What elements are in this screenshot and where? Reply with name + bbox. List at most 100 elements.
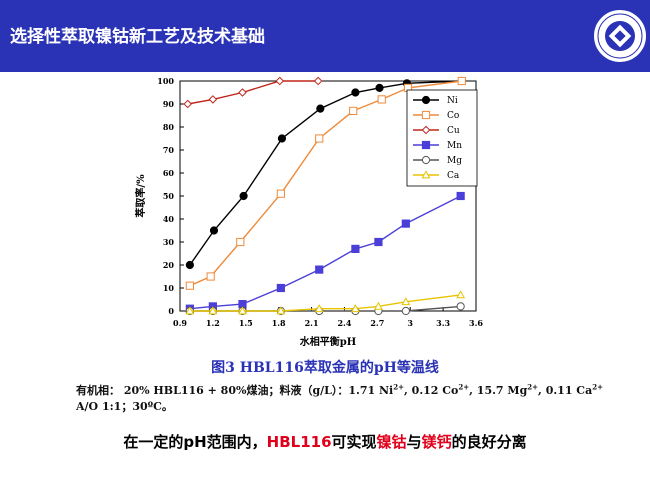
data-point-cu: [275, 76, 285, 86]
data-point-mn: [315, 265, 324, 274]
conclusion-part-5: 与: [406, 433, 422, 451]
data-point-ni: [351, 88, 360, 97]
legend-marker-ca: [421, 170, 431, 179]
legend-label-ni: Ni: [447, 96, 458, 106]
data-point-co: [315, 134, 324, 143]
data-point-ca: [276, 306, 286, 315]
conditions-line-2: A/O 1:1；30ºC。: [76, 400, 173, 413]
conditions-ca: , 0.11 Ca: [538, 384, 593, 397]
data-point-mg: [401, 306, 410, 316]
conclusion-part-7: 的良好分离: [451, 433, 527, 451]
data-point-co: [276, 189, 285, 198]
axes: 0.9 1.2 1.5 1.8 2.1 2.4 2.7 3 3.3 3.6 0 10 20 30 40 50 6…: [134, 76, 483, 348]
conclusion: 在一定的pH范围内，HBL116可实现镍钴与镁钙的良好分离: [0, 431, 650, 452]
legend-label-cu: Cu: [447, 126, 460, 136]
legend-marker-cu: [421, 125, 431, 135]
y-tick-label: 20: [163, 260, 175, 270]
y-tick-label: 0: [168, 306, 174, 316]
conclusion-ni-co: 镍钴: [376, 433, 407, 451]
legend-label-co: Co: [447, 111, 459, 121]
conditions-organic: 有机相： 20% HBL116 + 80%煤油；料液（g/L）：1.71 Ni: [76, 384, 394, 397]
legend-marker-ni: [421, 95, 431, 105]
ca-charge: 2+: [592, 382, 603, 392]
data-point-co: [236, 237, 245, 247]
x-tick-label: 1.8: [272, 318, 286, 328]
conditions-line-1: 有机相： 20% HBL116 + 80%煤油；料液（g/L）：1.71 Ni2…: [76, 382, 603, 398]
data-point-mn: [401, 219, 410, 228]
legend-label-ca: Ca: [447, 171, 460, 181]
x-tick-label: 1.2: [206, 318, 220, 328]
conclusion-part-3: 可实现: [331, 433, 377, 451]
header-title: 选择性萃取镍钴新工艺及技术基础: [10, 27, 265, 47]
conclusion-mg-ca: 镁钙: [421, 433, 452, 451]
data-point-ca: [350, 304, 360, 313]
x-tick-label: 1.5: [239, 318, 253, 328]
data-point-ni: [239, 191, 248, 201]
conditions-co: , 0.12 Co: [404, 384, 459, 397]
data-point-ni: [209, 226, 219, 235]
data-point-co: [349, 106, 358, 115]
legend-box: [406, 89, 478, 187]
y-tick-label: 10: [163, 283, 175, 293]
caption-text: 萃取金属的pH等温线: [303, 360, 439, 376]
x-axis-label: 水相平衡pH: [299, 335, 356, 348]
data-point-co: [457, 76, 466, 86]
data-point-ca: [238, 306, 247, 315]
data-point-ca: [401, 297, 411, 306]
caption-code: HBL116: [239, 360, 304, 376]
data-point-cu: [183, 99, 192, 109]
y-tick-label: 90: [163, 99, 175, 109]
series-line-cu: [187, 80, 319, 105]
data-point-ca: [373, 301, 383, 310]
data-point-ca: [314, 304, 324, 313]
data-point-ni: [316, 104, 325, 113]
x-tick-label: 0.9: [173, 318, 187, 328]
mg-charge: 2+: [527, 382, 539, 392]
y-tick-label: 70: [163, 145, 175, 155]
series-lines: [183, 76, 466, 316]
legend-label-mg: Mg: [447, 156, 462, 166]
y-tick-label: 30: [163, 237, 175, 247]
data-point-mg: [456, 302, 465, 311]
x-tick-label: 3: [407, 318, 413, 328]
data-point-co: [185, 281, 194, 290]
x-tick-label: 2.1: [305, 318, 319, 328]
x-tick-label: 2.4: [337, 318, 351, 328]
x-tick-label: 2.7: [370, 318, 384, 328]
caption-prefix: 图3: [211, 360, 240, 376]
y-tick-label: 80: [163, 122, 175, 132]
university-seal-icon: [592, 8, 648, 64]
y-tick-label: 50: [163, 191, 175, 201]
data-point-ca: [456, 290, 466, 299]
legend-marker-mg: [421, 155, 431, 165]
series-line-ca: [189, 294, 461, 312]
y-axis-label: 萃取率/%: [134, 174, 147, 218]
y-tick-label: 60: [163, 168, 175, 178]
legend-marker-mn: [421, 140, 431, 150]
data-point-mn: [276, 283, 285, 293]
legend-label-mn: Mn: [447, 141, 462, 151]
data-point-co: [377, 95, 386, 104]
y-tick-label: 40: [163, 214, 175, 224]
co-charge: 2+: [458, 382, 470, 392]
legend-marker-co: [421, 110, 431, 120]
figure-caption: 图3 HBL116萃取金属的pH等温线: [0, 357, 650, 377]
conclusion-reagent: HBL116: [266, 433, 332, 451]
data-point-ni: [375, 83, 384, 92]
data-point-ca: [208, 306, 218, 315]
data-point-mn: [351, 244, 360, 254]
data-point-co: [206, 272, 215, 281]
data-point-cu: [208, 95, 218, 104]
x-tick-label: 3.6: [469, 318, 483, 328]
data-point-cu: [313, 76, 323, 86]
header-bar: 选择性萃取镍钴新工艺及技术基础: [0, 0, 650, 72]
ni-charge: 2+: [393, 382, 404, 392]
x-tick-label: 3.3: [436, 318, 450, 328]
conditions-mg: , 15.7 Mg: [469, 384, 528, 397]
data-point-ca: [185, 306, 195, 315]
data-point-mn: [456, 191, 465, 201]
legend: Ni Co Cu Mn Mg Ca: [406, 89, 478, 187]
series-line-mn: [189, 195, 461, 310]
data-point-cu: [238, 88, 247, 97]
